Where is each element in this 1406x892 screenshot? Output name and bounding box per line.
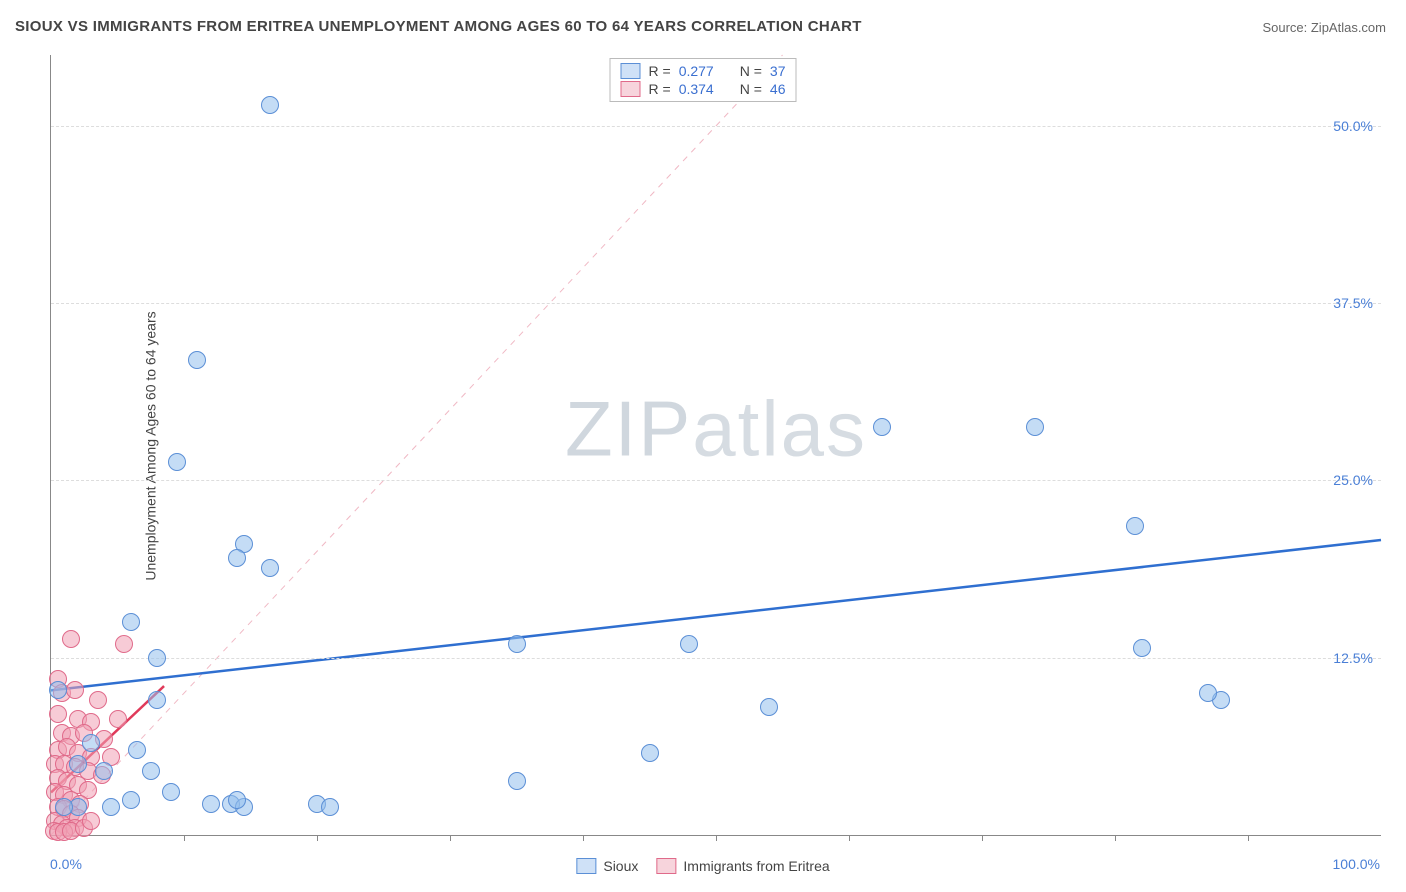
x-axis-tick <box>450 835 451 841</box>
chart-title: SIOUX VS IMMIGRANTS FROM ERITREA UNEMPLO… <box>15 18 862 35</box>
legend-stats-row-sioux: R = 0.277 N = 37 <box>621 62 786 80</box>
data-point <box>228 791 246 809</box>
data-point <box>142 762 160 780</box>
gridline <box>51 480 1381 481</box>
source-attribution: Source: ZipAtlas.com <box>1262 20 1386 35</box>
data-point <box>49 681 67 699</box>
swatch-pink-icon <box>656 858 676 874</box>
x-axis-tick <box>583 835 584 841</box>
data-point <box>508 635 526 653</box>
data-point <box>62 630 80 648</box>
legend-item-eritrea: Immigrants from Eritrea <box>656 858 829 874</box>
legend-stats-row-eritrea: R = 0.374 N = 46 <box>621 80 786 98</box>
data-point <box>760 698 778 716</box>
data-point <box>261 559 279 577</box>
r-value-eritrea: 0.374 <box>679 81 714 97</box>
data-point <box>162 783 180 801</box>
svg-layer <box>51 55 1381 835</box>
trend-line <box>51 540 1381 690</box>
y-tick-label: 25.0% <box>1333 472 1373 488</box>
data-point <box>148 691 166 709</box>
legend-label-eritrea: Immigrants from Eritrea <box>683 858 829 874</box>
data-point <box>168 453 186 471</box>
data-point <box>641 744 659 762</box>
data-point <box>49 705 67 723</box>
x-axis-tick <box>1115 835 1116 841</box>
data-point <box>115 635 133 653</box>
swatch-blue-icon <box>576 858 596 874</box>
r-label: R = <box>649 63 671 79</box>
y-tick-label: 50.0% <box>1333 118 1373 134</box>
data-point <box>82 812 100 830</box>
data-point <box>188 351 206 369</box>
data-point <box>66 681 84 699</box>
data-point <box>873 418 891 436</box>
r-label: R = <box>649 81 671 97</box>
n-label: N = <box>740 81 762 97</box>
x-axis-tick <box>849 835 850 841</box>
r-value-sioux: 0.277 <box>679 63 714 79</box>
data-point <box>102 798 120 816</box>
swatch-pink-icon <box>621 81 641 97</box>
gridline <box>51 658 1381 659</box>
data-point <box>148 649 166 667</box>
data-point <box>122 613 140 631</box>
data-point <box>1126 517 1144 535</box>
x-axis-tick <box>184 835 185 841</box>
gridline <box>51 303 1381 304</box>
legend-series: Sioux Immigrants from Eritrea <box>576 858 829 874</box>
data-point <box>1026 418 1044 436</box>
n-label: N = <box>740 63 762 79</box>
data-point <box>82 734 100 752</box>
x-tick-max: 100.0% <box>1333 856 1380 872</box>
y-tick-label: 12.5% <box>1333 650 1373 666</box>
data-point <box>55 798 73 816</box>
data-point <box>261 96 279 114</box>
data-point <box>109 710 127 728</box>
x-axis-tick <box>982 835 983 841</box>
legend-label-sioux: Sioux <box>603 858 638 874</box>
x-axis-tick <box>317 835 318 841</box>
data-point <box>1133 639 1151 657</box>
source-link[interactable]: ZipAtlas.com <box>1311 20 1386 35</box>
x-axis-tick <box>716 835 717 841</box>
source-prefix: Source: <box>1262 20 1310 35</box>
data-point <box>1199 684 1217 702</box>
data-point <box>228 549 246 567</box>
data-point <box>508 772 526 790</box>
data-point <box>122 791 140 809</box>
data-point <box>128 741 146 759</box>
gridline <box>51 126 1381 127</box>
data-point <box>69 755 87 773</box>
x-axis-tick <box>1248 835 1249 841</box>
data-point <box>680 635 698 653</box>
n-value-sioux: 37 <box>770 63 786 79</box>
legend-item-sioux: Sioux <box>576 858 638 874</box>
n-value-eritrea: 46 <box>770 81 786 97</box>
x-tick-min: 0.0% <box>50 856 82 872</box>
legend-stats: R = 0.277 N = 37 R = 0.374 N = 46 <box>610 58 797 102</box>
plot-area: ZIPatlas 12.5%25.0%37.5%50.0% <box>50 55 1381 836</box>
y-tick-label: 37.5% <box>1333 295 1373 311</box>
data-point <box>321 798 339 816</box>
swatch-blue-icon <box>621 63 641 79</box>
data-point <box>95 762 113 780</box>
data-point <box>89 691 107 709</box>
identity-line <box>51 55 783 835</box>
data-point <box>202 795 220 813</box>
chart-container: SIOUX VS IMMIGRANTS FROM ERITREA UNEMPLO… <box>0 0 1406 892</box>
